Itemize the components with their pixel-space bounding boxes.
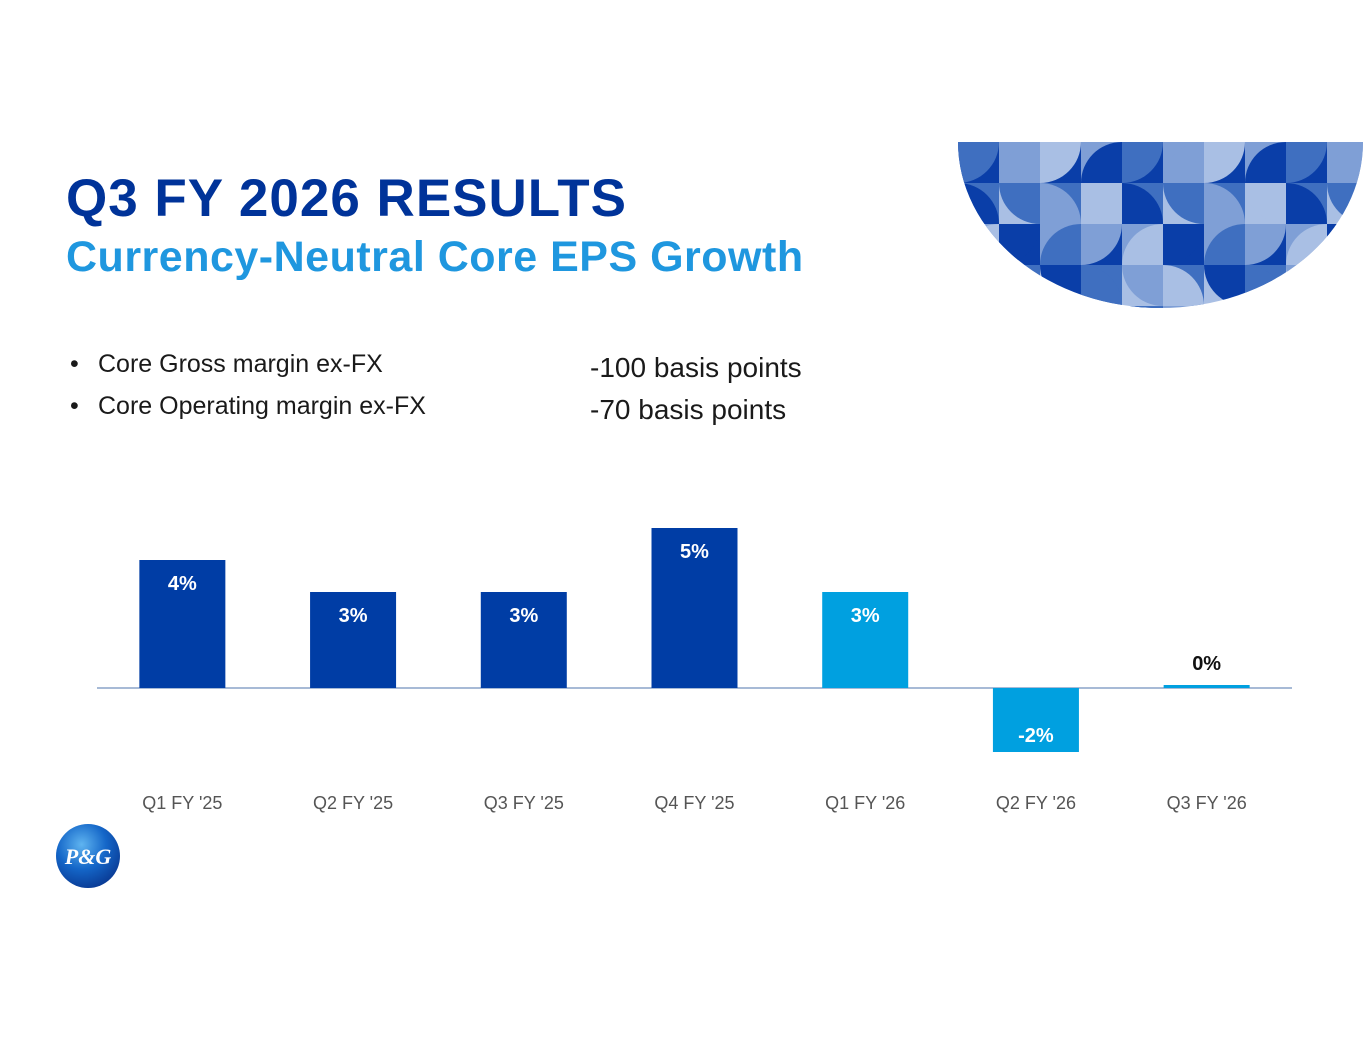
- pattern-quarter-circle: [1204, 183, 1245, 224]
- data-label: 3%: [851, 605, 880, 627]
- pattern-tile: [1286, 306, 1327, 308]
- pattern-quarter-circle: [1081, 265, 1122, 306]
- bullet-list: • Core Gross margin ex-FX -100 basis poi…: [70, 348, 830, 432]
- bullet-row-operating-margin: • Core Operating margin ex-FX -70 basis …: [70, 390, 830, 432]
- pattern-tile: [1163, 306, 1204, 308]
- pattern-tile: [1204, 306, 1245, 308]
- bar: [480, 592, 567, 688]
- pattern-quarter-circle: [999, 183, 1040, 224]
- slide-title: Q3 FY 2026 RESULTS: [66, 169, 627, 228]
- bar: [822, 592, 909, 688]
- slide-subtitle: Currency-Neutral Core EPS Growth: [66, 233, 804, 281]
- x-tick-label: Q1 FY '25: [142, 793, 222, 813]
- bar: [992, 688, 1079, 752]
- data-label: 0%: [1192, 653, 1221, 675]
- decorative-pattern-semicircle: [958, 142, 1363, 308]
- pattern-quarter-circle: [1081, 142, 1122, 183]
- pattern-tile: [1040, 306, 1081, 308]
- bullet-glyph: •: [70, 392, 79, 420]
- pattern-quarter-circle: [1122, 224, 1163, 265]
- pattern-quarter-circle: [1286, 183, 1327, 224]
- pattern-quarter-circle: [1327, 224, 1363, 265]
- pattern-tile: [1245, 306, 1286, 308]
- pattern-quarter-circle: [1163, 183, 1204, 224]
- pattern-quarter-circle: [1081, 183, 1122, 224]
- pattern-quarter-circle: [1081, 224, 1122, 265]
- bar: [651, 528, 738, 688]
- pattern-quarter-circle: [1327, 306, 1363, 308]
- pattern-tile: [1081, 306, 1122, 308]
- pattern-quarter-circle: [958, 224, 999, 265]
- bullet-row-gross-margin: • Core Gross margin ex-FX -100 basis poi…: [70, 348, 830, 390]
- pattern-tile: [1286, 265, 1327, 306]
- pattern-quarter-circle: [1040, 265, 1081, 306]
- pg-logo-text: P&G: [64, 844, 112, 869]
- bullet-label-gross-margin: Core Gross margin ex-FX: [98, 350, 383, 378]
- bullet-glyph: •: [70, 350, 79, 378]
- pattern-quarter-circle: [1040, 183, 1081, 224]
- pattern-quarter-circle: [999, 306, 1040, 308]
- data-label: 3%: [509, 605, 538, 627]
- pattern-tile: [999, 265, 1040, 306]
- pattern-quarter-circle: [958, 306, 999, 308]
- x-tick-label: Q1 FY '26: [825, 793, 905, 813]
- pattern-quarter-circle: [1204, 265, 1245, 306]
- bullet-value-operating-margin: -70 basis points: [590, 394, 787, 425]
- pattern-quarter-circle: [1204, 142, 1245, 183]
- pattern-quarter-circle: [1163, 224, 1204, 265]
- pattern-quarter-circle: [1286, 265, 1327, 306]
- pattern-quarter-circle: [999, 142, 1040, 183]
- pattern-quarter-circle: [1327, 142, 1363, 183]
- pattern-tile: [958, 265, 999, 306]
- data-label: -2%: [1018, 725, 1054, 747]
- pattern-tile: [999, 306, 1040, 308]
- pattern-quarter-circle: [1327, 265, 1363, 306]
- x-tick-label: Q3 FY '25: [484, 793, 564, 813]
- pattern-quarter-circle: [1163, 142, 1204, 183]
- pattern-quarter-circle: [1245, 142, 1286, 183]
- data-label: 5%: [680, 541, 709, 563]
- x-tick-label: Q2 FY '25: [313, 793, 393, 813]
- bar: [310, 592, 397, 688]
- bar: [1163, 685, 1250, 688]
- pattern-quarter-circle: [1204, 306, 1245, 308]
- pattern-tile: [958, 306, 999, 308]
- pattern-quarter-circle: [1040, 142, 1081, 183]
- pattern-quarter-circle: [1286, 306, 1327, 308]
- pattern-quarter-circle: [1245, 224, 1286, 265]
- x-tick-label: Q3 FY '26: [1167, 793, 1247, 813]
- pattern-quarter-circle: [958, 265, 999, 306]
- pattern-quarter-circle: [1245, 183, 1286, 224]
- pattern-tile: [1327, 224, 1363, 265]
- pg-logo: P&G: [56, 824, 120, 888]
- data-label: 4%: [168, 573, 197, 595]
- eps-growth-bar-chart: 4% Q1 FY '25 3% Q2 FY '25 3% Q3 FY '25 5% Q4 FY…: [97, 528, 1292, 813]
- pattern-tile: [1327, 306, 1363, 308]
- pattern-quarter-circle: [1245, 306, 1286, 308]
- pattern-quarter-circle: [1204, 224, 1245, 265]
- pattern-quarter-circle: [958, 142, 999, 183]
- pattern-quarter-circle: [1081, 306, 1122, 308]
- pattern-quarter-circle: [1040, 306, 1081, 308]
- pattern-quarter-circle: [1122, 183, 1163, 224]
- x-tick-label: Q2 FY '26: [996, 793, 1076, 813]
- data-label: 3%: [339, 605, 368, 627]
- pattern-quarter-circle: [1122, 265, 1163, 306]
- bar: [139, 560, 226, 688]
- x-tick-label: Q4 FY '25: [654, 793, 734, 813]
- pattern-quarter-circle: [1122, 142, 1163, 183]
- bullet-value-gross-margin: -100 basis points: [590, 352, 802, 383]
- pattern-quarter-circle: [1163, 265, 1204, 306]
- pattern-tile: [1327, 265, 1363, 306]
- pattern-quarter-circle: [1286, 142, 1327, 183]
- pattern-quarter-circle: [1122, 306, 1163, 308]
- pattern-quarter-circle: [1040, 224, 1081, 265]
- bullet-label-operating-margin: Core Operating margin ex-FX: [98, 392, 426, 420]
